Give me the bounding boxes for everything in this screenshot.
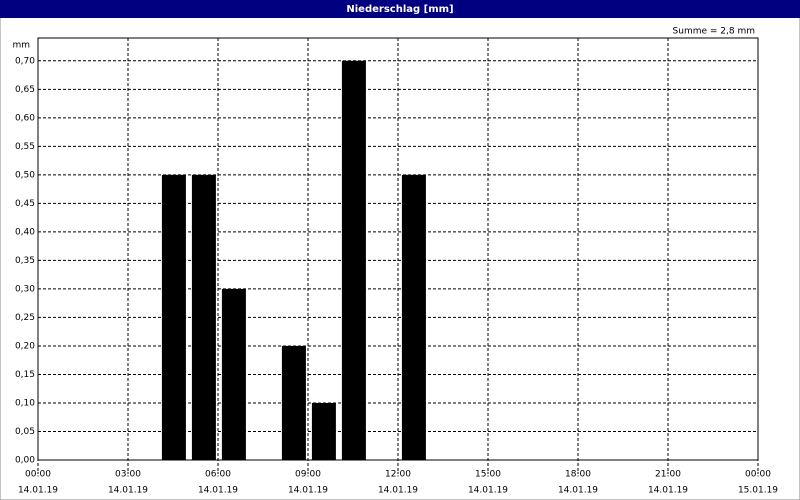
x-tick-date: 14.01.19 bbox=[378, 486, 418, 496]
annotation: Summe = 2,8 mm bbox=[673, 27, 755, 37]
x-tick-label: 12:00 bbox=[385, 470, 411, 480]
x-tick-date: 14.01.19 bbox=[468, 486, 508, 496]
y-tick-label: 0,25 bbox=[15, 313, 35, 323]
chart-title: Niederschlag [mm] bbox=[346, 4, 453, 15]
bar bbox=[401, 174, 426, 460]
x-tick-label: 00:00 bbox=[25, 470, 51, 480]
x-tick-label: 06:00 bbox=[205, 470, 231, 480]
bar bbox=[191, 174, 216, 460]
bar bbox=[341, 60, 366, 460]
y-tick-label: 0,55 bbox=[15, 142, 35, 152]
x-tick-label: 09:00 bbox=[295, 470, 321, 480]
y-tick-label: 0,15 bbox=[15, 370, 35, 380]
y-tick-label: 0,20 bbox=[15, 341, 35, 351]
y-tick-label: 0,60 bbox=[15, 113, 35, 123]
y-tick-label: 0,05 bbox=[15, 427, 35, 437]
x-tick-date: 14.01.19 bbox=[108, 486, 148, 496]
x-tick-date: 14.01.19 bbox=[288, 486, 328, 496]
x-tick-date: 14.01.19 bbox=[648, 486, 688, 496]
y-tick-label: 0,00 bbox=[15, 456, 35, 466]
title-bar bbox=[0, 0, 800, 18]
x-tick-label: 03:00 bbox=[115, 470, 141, 480]
bar bbox=[281, 345, 306, 460]
x-tick-label: 18:00 bbox=[565, 470, 591, 480]
x-tick-date: 15.01.19 bbox=[738, 486, 778, 496]
y-tick-label: 0,35 bbox=[15, 256, 35, 266]
x-tick-label: 15:00 bbox=[475, 470, 501, 480]
y-tick-label: 0,10 bbox=[15, 398, 35, 408]
x-tick-date: 14.01.19 bbox=[558, 486, 598, 496]
bar bbox=[161, 174, 186, 460]
x-tick-date: 14.01.19 bbox=[18, 486, 58, 496]
bar bbox=[311, 402, 336, 460]
y-tick-label: 0,50 bbox=[15, 170, 35, 180]
x-tick-label: 21:00 bbox=[655, 470, 681, 480]
y-tick-label: 0,45 bbox=[15, 199, 35, 209]
bar bbox=[221, 288, 246, 460]
y-unit: mm bbox=[12, 41, 30, 51]
y-tick-label: 0,65 bbox=[15, 85, 35, 95]
y-tick-label: 0,30 bbox=[15, 284, 35, 294]
x-tick-date: 14.01.19 bbox=[198, 486, 238, 496]
y-tick-label: 0,40 bbox=[15, 227, 35, 237]
y-tick-label: 0,70 bbox=[15, 56, 35, 66]
x-tick-label: 00:00 bbox=[745, 470, 771, 480]
